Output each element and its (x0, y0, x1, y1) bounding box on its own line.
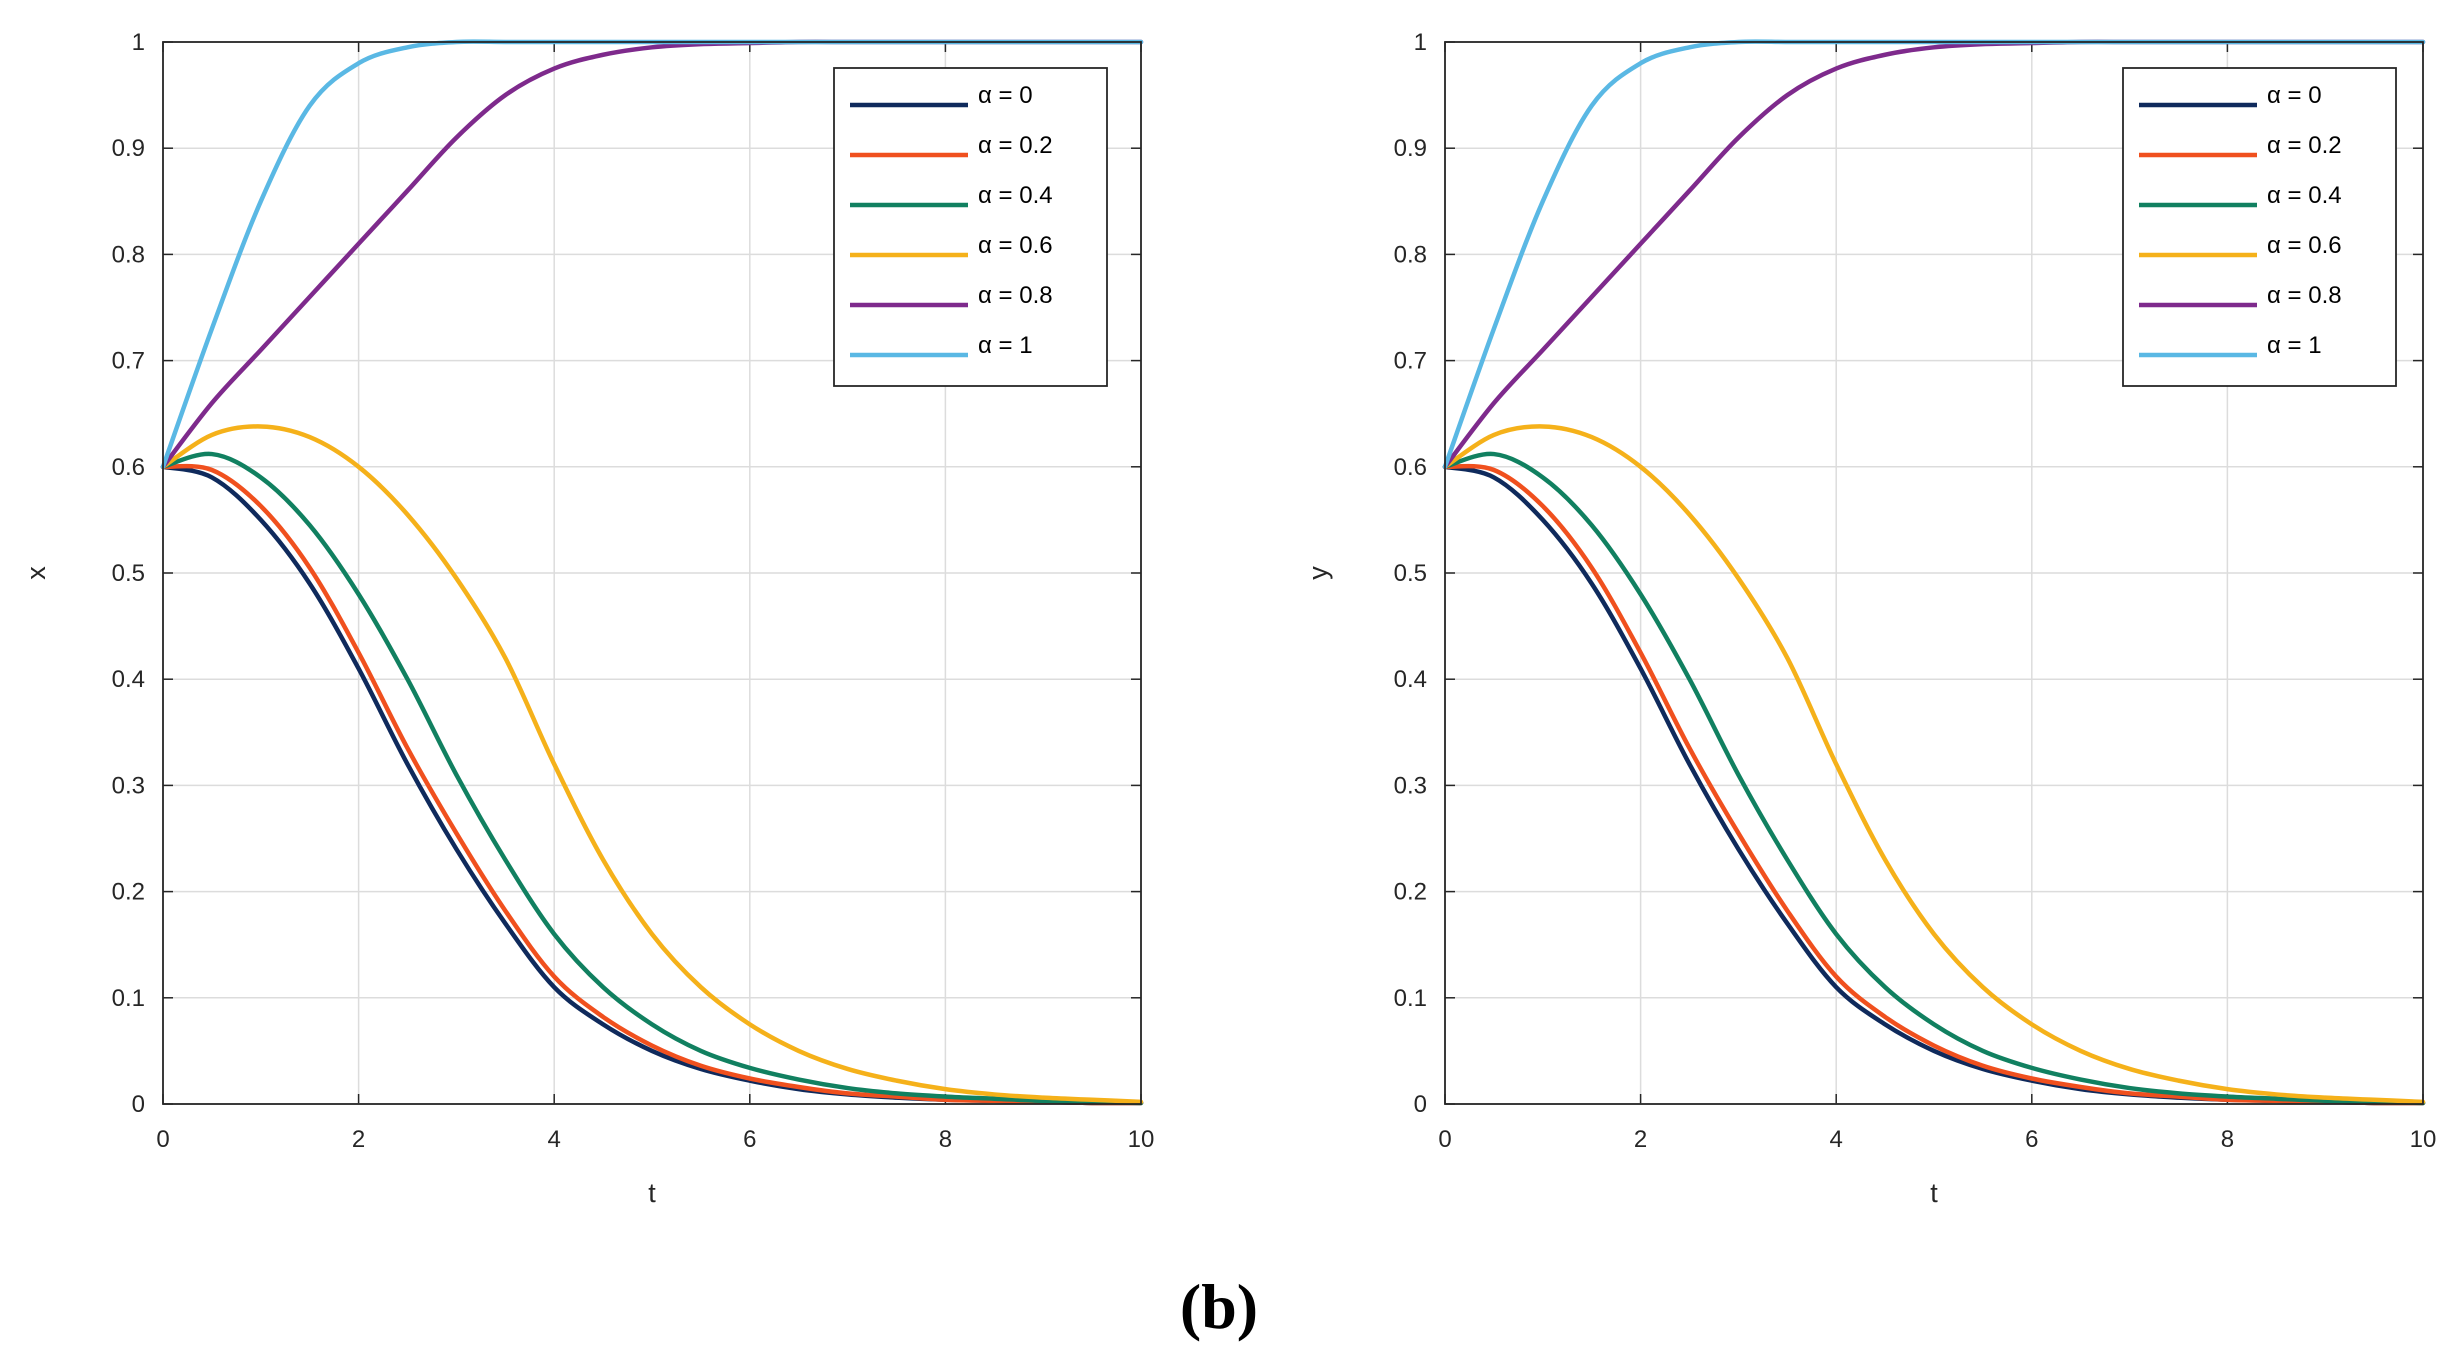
legend-label-2: α = 0.4 (2267, 182, 2342, 209)
y-tick-label: 0.7 (1394, 348, 1427, 375)
legend-label-2: α = 0.4 (978, 182, 1053, 209)
y-tick-label: 1 (132, 29, 145, 56)
x-tick-label: 8 (939, 1126, 952, 1153)
axes-box (1444, 41, 2424, 1105)
y-axis-label: y (1303, 566, 1333, 580)
y-tick-label: 0.5 (112, 560, 145, 587)
y-tick-label: 0.4 (112, 666, 145, 693)
legend-label-0: α = 0 (2267, 82, 2322, 109)
y-axis-label: x (21, 566, 51, 580)
x-tick-label: 4 (1830, 1126, 1843, 1153)
series-line-1 (160, 463, 1144, 1106)
y-tick-label: 0.3 (1394, 772, 1427, 799)
y-tick-label: 0.2 (112, 879, 145, 906)
y-tick-label: 0.4 (1394, 666, 1427, 693)
figure-caption: (b) (1180, 1271, 1258, 1342)
y-tick-label: 0.7 (112, 348, 145, 375)
x-axis-label: t (1930, 1178, 1938, 1208)
y-tick-label: 0.3 (112, 772, 145, 799)
legend-label-3: α = 0.6 (2267, 232, 2342, 259)
x-tick-label: 2 (1634, 1126, 1647, 1153)
legend-label-4: α = 0.8 (978, 282, 1053, 309)
x-tick-label: 6 (743, 1126, 756, 1153)
legend-label-5: α = 1 (978, 332, 1033, 359)
x-tick-label: 10 (2410, 1126, 2437, 1153)
x-tick-label: 0 (1438, 1126, 1451, 1153)
legend-box (833, 67, 1108, 387)
x-tick-label: 2 (352, 1126, 365, 1153)
x-tick-label: 6 (2025, 1126, 2038, 1153)
series-line-2 (160, 451, 1144, 1106)
legend-label-4: α = 0.8 (2267, 282, 2342, 309)
y-tick-label: 0.6 (1394, 454, 1427, 481)
y-tick-label: 1 (1414, 29, 1427, 56)
y-tick-label: 0.8 (1394, 241, 1427, 268)
series-line-2 (1442, 451, 2426, 1106)
legend-label-3: α = 0.6 (978, 232, 1053, 259)
axes-box (162, 41, 1142, 1105)
x-tick-label: 10 (1128, 1126, 1155, 1153)
y-tick-label: 0.6 (112, 454, 145, 481)
x-tick-label: 8 (2221, 1126, 2234, 1153)
legend-box (2122, 67, 2397, 387)
y-tick-label: 0.9 (112, 135, 145, 162)
series-line-1 (1442, 463, 2426, 1106)
legend-label-1: α = 0.2 (2267, 132, 2342, 159)
legend: α = 0 α = 0.2 α = 0.4 α = 0.6 α = 0.8 α = 1 (833, 67, 1108, 387)
series-line-3 (1442, 424, 2426, 1105)
y-tick-label: 0.8 (112, 241, 145, 268)
legend: α = 0 α = 0.2 α = 0.4 α = 0.6 α = 0.8 α = 1 (2122, 67, 2397, 387)
x-axis-label: t (648, 1178, 656, 1208)
y-tick-label: 0.9 (1394, 135, 1427, 162)
x-tick-label: 0 (156, 1126, 169, 1153)
y-tick-label: 0.1 (112, 985, 145, 1012)
y-tick-label: 0.2 (1394, 879, 1427, 906)
y-tick-label: 0.1 (1394, 985, 1427, 1012)
y-tick-label: 0 (1414, 1091, 1427, 1118)
y-tick-label: 0.5 (1394, 560, 1427, 587)
series-line-3 (160, 424, 1144, 1105)
plot-panel-x: 0 2 4 6 8 10 0 0.1 0.2 0.3 0.4 0.5 0.6 0.7 0.8 0.9 1 t x α … (21, 29, 1154, 1208)
x-tick-label: 4 (548, 1126, 561, 1153)
plot-panel-y: 0 2 4 6 8 10 0 0.1 0.2 0.3 0.4 0.5 0.6 0.7 0.8 0.9 1 t y α … (1303, 29, 2436, 1208)
legend-label-0: α = 0 (978, 82, 1033, 109)
legend-label-5: α = 1 (2267, 332, 2322, 359)
legend-label-1: α = 0.2 (978, 132, 1053, 159)
y-tick-label: 0 (132, 1091, 145, 1118)
